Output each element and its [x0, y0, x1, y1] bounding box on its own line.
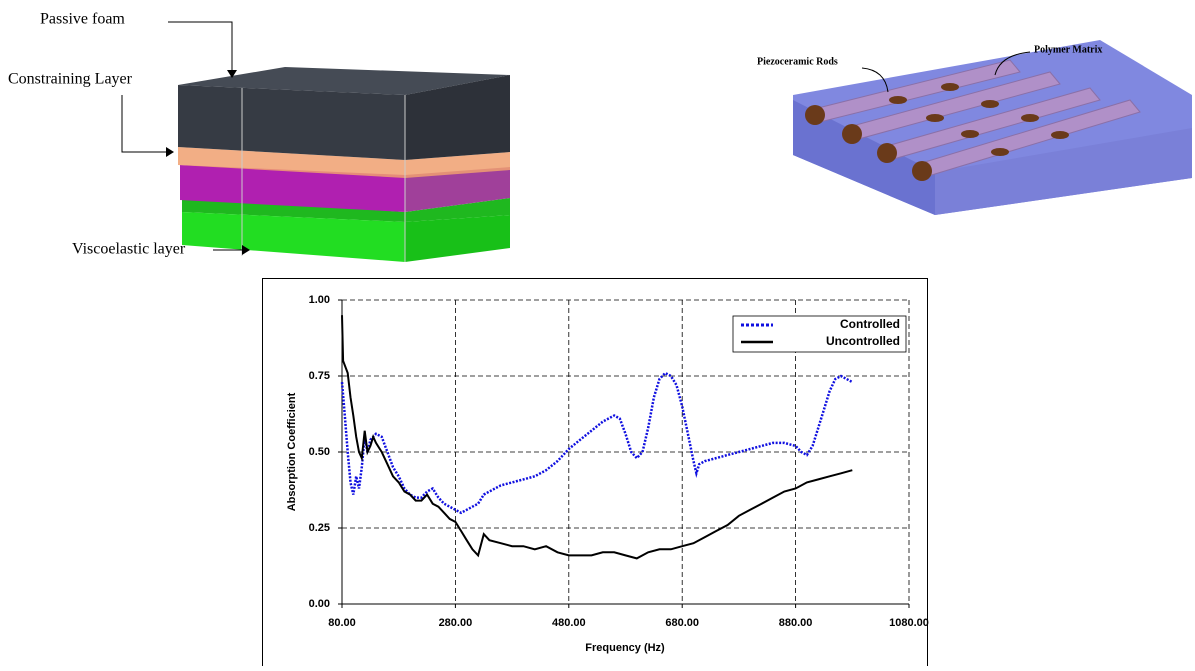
x-tick-label: 280.00: [439, 617, 473, 629]
matrix-side: [935, 128, 1192, 215]
diagram-label: Piezoceramic Rods: [757, 56, 838, 67]
y-axis-title: Absorption Coefficient: [286, 392, 298, 511]
leader: [121, 95, 168, 153]
line-series: [341, 315, 853, 560]
leader: [168, 21, 233, 72]
matrix-front: [793, 100, 935, 215]
legend-box: [732, 315, 907, 353]
layer-diagram: Passive foam Constraining Layer Viscoela…: [8, 11, 510, 262]
constraining-layer: [178, 147, 510, 178]
chart: Absorption Coefficient Frequency (Hz) 0.…: [262, 278, 929, 669]
foam-top: [178, 67, 510, 95]
viscoelastic-side: [405, 215, 510, 262]
diagram-label: Constraining Layer: [8, 71, 133, 88]
leader: [861, 67, 889, 93]
y-tick-label: 0.00: [309, 598, 330, 610]
y-tick-label: 1.00: [309, 294, 330, 306]
y-tick-label: 0.25: [309, 522, 330, 534]
foam-front: [178, 85, 405, 160]
piezo-layer-front: [180, 165, 405, 212]
composite-diagram: Piezoceramic Rods Polymer Matrix: [757, 40, 1192, 215]
arrowhead: [227, 70, 237, 78]
diagram-label: Viscoelastic layer: [72, 241, 186, 258]
rod-ends: [805, 83, 1069, 181]
legend-label: Controlled: [840, 317, 900, 331]
arrowhead: [166, 147, 174, 157]
diagram-label: Polymer Matrix: [1034, 44, 1102, 55]
piezo-layer-side: [405, 167, 510, 212]
legend-label: Uncontrolled: [826, 334, 900, 348]
x-axis-title: Frequency (Hz): [585, 642, 665, 654]
x-tick-label: 480.00: [552, 617, 586, 629]
line-series: [340, 371, 853, 515]
x-tick-label: 880.00: [779, 617, 813, 629]
y-tick-label: 0.75: [309, 370, 330, 382]
foam-side: [405, 75, 510, 160]
x-tick-label: 680.00: [665, 617, 699, 629]
diagram-label: Passive foam: [40, 11, 125, 28]
x-tick-label: 80.00: [328, 617, 356, 629]
x-tick-label: 1080.00: [889, 617, 929, 629]
y-tick-label: 0.50: [309, 446, 330, 458]
arrowhead: [242, 245, 250, 255]
viscoelastic-front: [182, 212, 405, 262]
leader: [994, 51, 1031, 76]
